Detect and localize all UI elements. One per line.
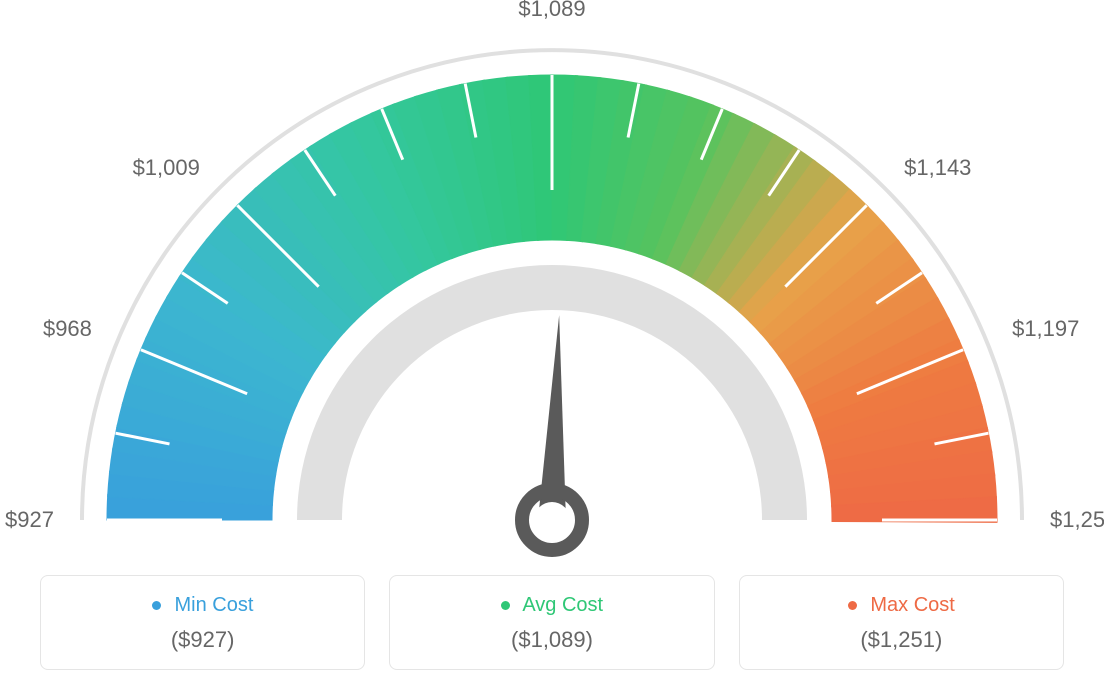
gauge-chart-container: $927$968$1,009$1,089$1,143$1,197$1,251 M… xyxy=(0,0,1104,690)
gauge-tick-label: $1,197 xyxy=(1012,316,1079,342)
gauge-area: $927$968$1,009$1,089$1,143$1,197$1,251 xyxy=(52,10,1052,570)
gauge-tick-label: $968 xyxy=(43,316,92,342)
min-cost-card: Min Cost ($927) xyxy=(40,575,365,670)
min-cost-dot xyxy=(152,601,161,610)
min-cost-title: Min Cost xyxy=(51,594,354,617)
avg-cost-dot xyxy=(501,601,510,610)
min-cost-title-text: Min Cost xyxy=(174,594,253,616)
gauge-tick-label: $1,089 xyxy=(518,0,585,22)
max-cost-card: Max Cost ($1,251) xyxy=(739,575,1064,670)
max-cost-title: Max Cost xyxy=(750,594,1053,617)
summary-cards: Min Cost ($927) Avg Cost ($1,089) Max Co… xyxy=(40,575,1064,670)
max-cost-value: ($1,251) xyxy=(750,627,1053,653)
max-cost-title-text: Max Cost xyxy=(870,594,954,616)
avg-cost-title-text: Avg Cost xyxy=(522,594,603,616)
avg-cost-card: Avg Cost ($1,089) xyxy=(389,575,714,670)
max-cost-dot xyxy=(848,601,857,610)
gauge-tick-label: $1,251 xyxy=(1050,507,1104,533)
gauge-tick-label: $1,143 xyxy=(904,155,971,181)
min-cost-value: ($927) xyxy=(51,627,354,653)
gauge-svg xyxy=(52,10,1052,570)
gauge-tick-label: $1,009 xyxy=(133,155,200,181)
avg-cost-title: Avg Cost xyxy=(400,594,703,617)
avg-cost-value: ($1,089) xyxy=(400,627,703,653)
gauge-tick-label: $927 xyxy=(5,507,54,533)
